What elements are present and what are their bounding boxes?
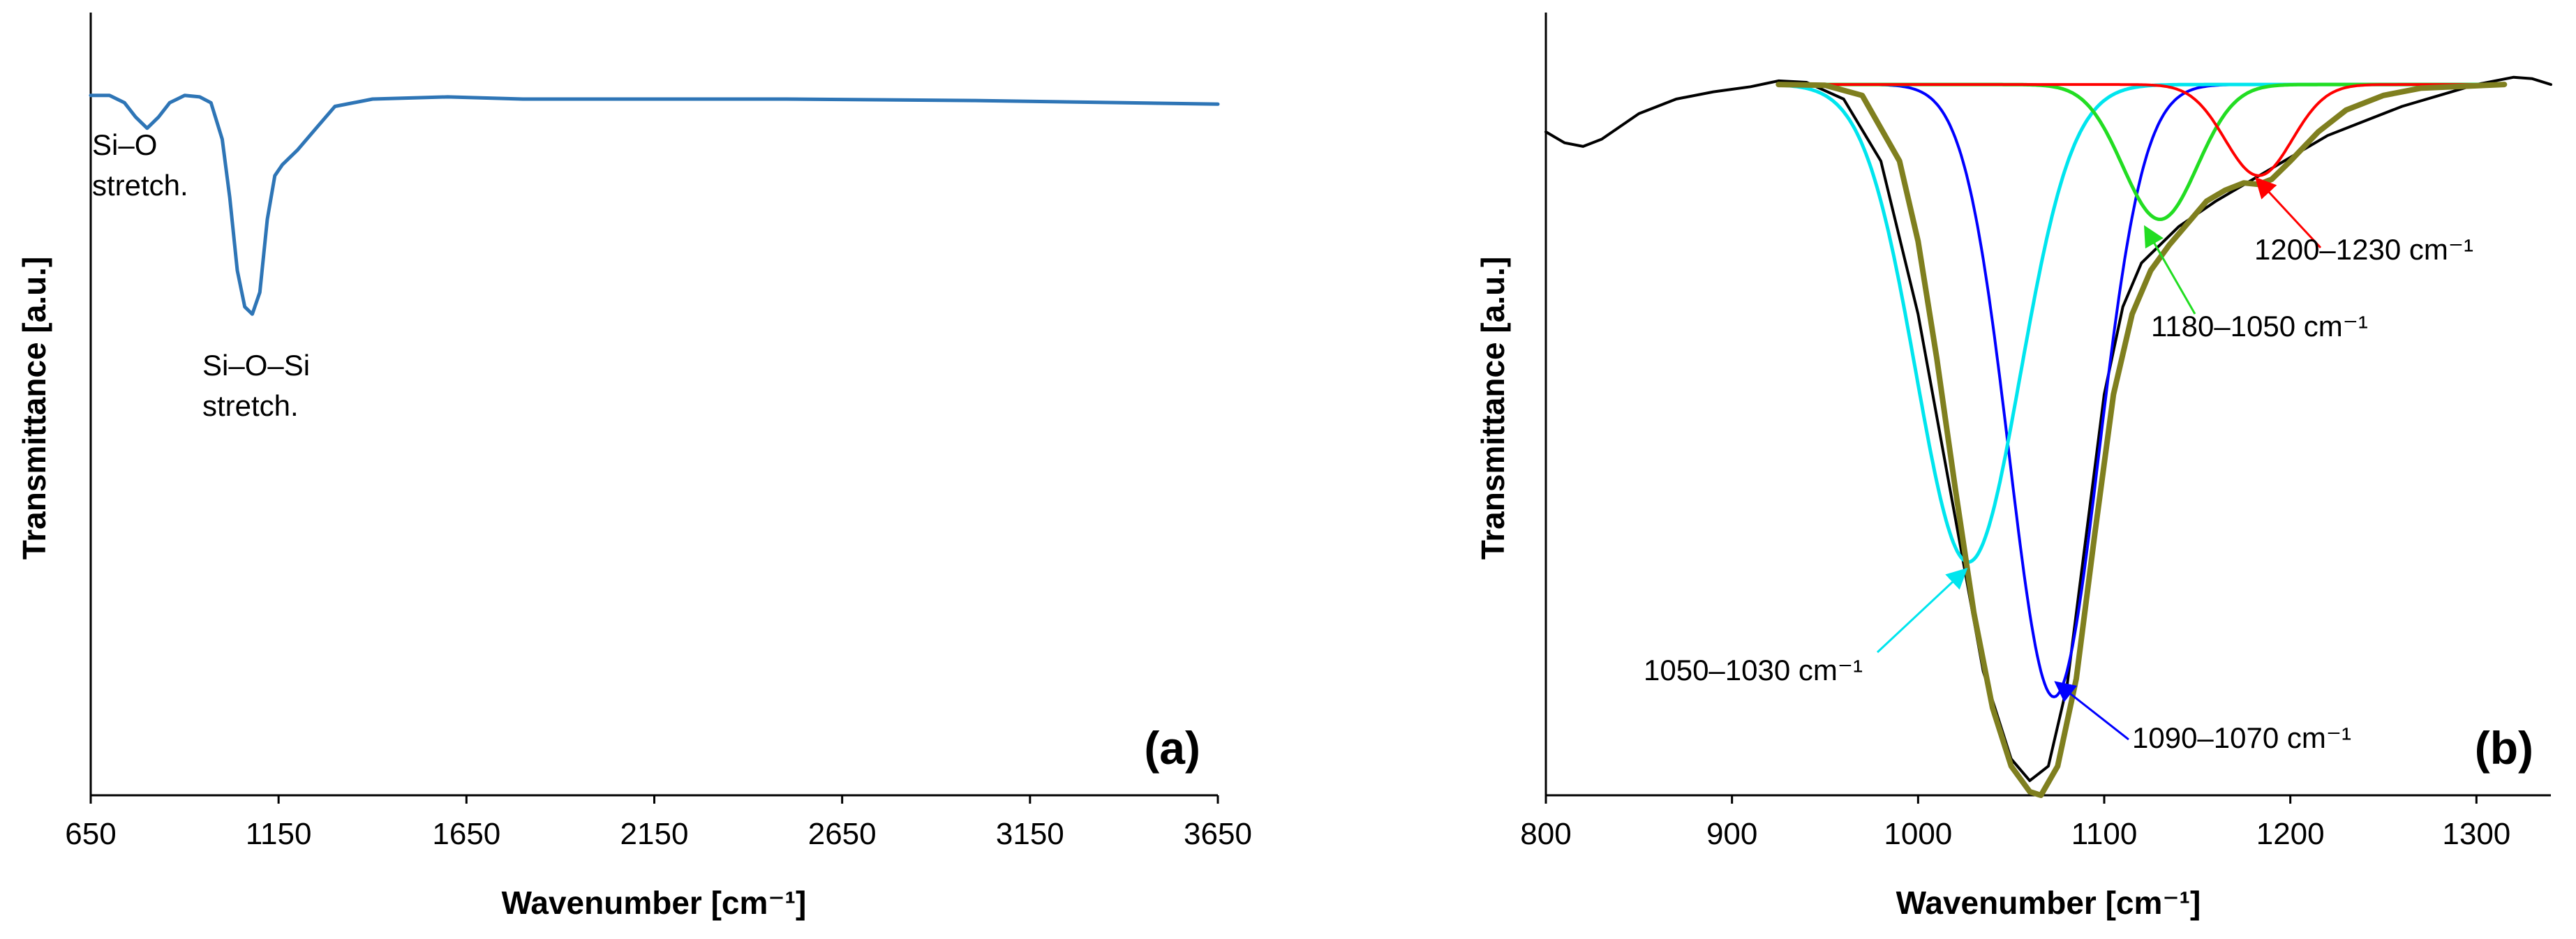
panel-a-annotation-si-o-line1: Si–O (92, 128, 157, 161)
panel-b-label: (b) (2475, 722, 2533, 774)
panel-b-measured-spectrum-line (1544, 75, 2552, 783)
panel-b: 800 900 1000 1100 1200 1300 1200–1230 cm⁻¹ 11… (1475, 13, 2552, 921)
panel-b-x-tick-label: 900 (1706, 817, 1757, 851)
panel-a-x-tick-label: 650 (65, 817, 116, 851)
panel-b-fit-peak-1073-line (1777, 83, 2506, 698)
panel-b-y-axis-title: Transmittance [a.u.] (1475, 257, 1511, 560)
panel-a-annotation-si-o-si-line1: Si–O–Si (202, 349, 310, 382)
panel-a-annotation-si-o-line2: stretch. (92, 169, 188, 202)
panel-a-annotation-si-o-si-line2: stretch. (202, 389, 299, 422)
panel-a-label: (a) (1144, 722, 1200, 774)
panel-b-x-axis-title: Wavenumber [cm⁻¹] (1896, 885, 2201, 921)
panel-a-x-axis-title: Wavenumber [cm⁻¹] (502, 885, 807, 921)
panel-a-x-tick-label: 2150 (620, 817, 689, 851)
panel-b-annotation-1050-1030: 1050–1030 cm⁻¹ (1644, 654, 1863, 686)
panel-a-x-tick-label: 1650 (432, 817, 500, 851)
panel-a-y-axis-title: Transmittance [a.u.] (16, 257, 52, 560)
panel-b-arrow-1200-1230 (2254, 176, 2322, 249)
panel-b-x-tick-label: 1300 (2442, 817, 2510, 851)
panel-b-arrow-1180-1050 (2144, 225, 2196, 315)
panel-b-annotation-1180-1050: 1180–1050 cm⁻¹ (2151, 310, 2368, 343)
panel-a-x-tick-label: 3650 (1184, 817, 1252, 851)
panel-b-cumulative-fit-line (1775, 82, 2508, 798)
panel-b-x-tick-label: 1200 (2256, 817, 2325, 851)
panel-b-fit-peak-1183-line (1777, 83, 2506, 177)
panel-b-x-tick-label: 1000 (1884, 817, 1952, 851)
panel-b-arrow-1050-1030 (1876, 567, 1968, 654)
panel-b-x-tick-label: 800 (1520, 817, 1571, 851)
panel-a-x-ticks: 650 1150 1650 2150 2650 3150 3650 (65, 795, 1252, 851)
panel-a-x-tick-label: 3150 (996, 817, 1064, 851)
panel-b-fit-peak-1130-line (1776, 82, 2506, 221)
panel-b-annotation-1090-1070: 1090–1070 cm⁻¹ (2132, 721, 2351, 754)
panel-b-arrow-1090-1070 (2054, 681, 2129, 741)
panel-a-spectrum-line (89, 93, 1220, 316)
panel-b-x-ticks: 800 900 1000 1100 1200 1300 (1520, 795, 2510, 851)
panel-b-fit-peak-1027-line (1776, 82, 2506, 564)
panel-a-x-tick-label: 2650 (808, 817, 877, 851)
panel-b-x-tick-label: 1100 (2071, 817, 2138, 851)
panel-b-annotation-1200-1230: 1200–1230 cm⁻¹ (2254, 233, 2473, 266)
panel-a: 650 1150 1650 2150 2650 3150 3650 Si–O stretch… (16, 13, 1252, 921)
panel-a-x-tick-label: 1150 (246, 817, 312, 851)
